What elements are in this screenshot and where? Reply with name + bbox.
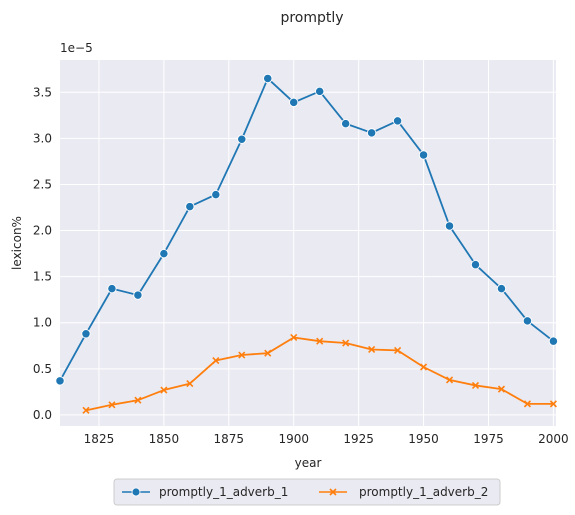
grid-lines	[60, 60, 556, 426]
data-point	[315, 86, 325, 96]
legend-label-series-2: promptly_1_adverb_2	[359, 485, 488, 499]
data-point	[496, 283, 507, 294]
data-point	[185, 201, 195, 212]
data-point	[548, 336, 559, 346]
x-tick-label: 1850	[149, 432, 180, 446]
data-point	[82, 406, 90, 414]
data-point	[471, 381, 480, 390]
y-tick-label: 1.0	[33, 316, 52, 330]
data-point	[290, 333, 298, 342]
y-tick-label: 0.0	[33, 408, 52, 422]
legend: promptly_1_adverb_1 promptly_1_adverb_2	[113, 478, 501, 506]
data-point	[341, 118, 351, 129]
legend-box	[113, 478, 501, 506]
data-point	[497, 385, 506, 393]
series-2	[82, 333, 557, 414]
x-tick-label: 2000	[538, 432, 569, 446]
data-point	[263, 73, 273, 84]
y-scale-label: 1e−5	[60, 41, 93, 55]
data-point	[445, 376, 454, 384]
x-axis-label: year	[295, 456, 322, 470]
data-point	[107, 283, 117, 294]
x-tick-label: 1950	[408, 432, 439, 446]
legend-marker-series-2	[329, 488, 337, 496]
legend-marker-series-1	[131, 487, 141, 497]
data-point	[81, 329, 91, 339]
y-tick-label: 3.0	[33, 131, 52, 145]
data-point	[368, 345, 376, 354]
tick-labels: 1825 1850 1875 1900 1925 1950 1975 2000 0.0 0.5 1.…	[33, 85, 569, 446]
data-point	[419, 363, 428, 371]
series-1-line	[59, 77, 554, 382]
data-point	[549, 400, 557, 408]
data-point	[160, 386, 168, 394]
data-point	[394, 346, 402, 354]
x-tick-label: 1825	[84, 432, 115, 446]
y-tick-label: 0.5	[33, 362, 52, 376]
x-tick-label: 1925	[343, 432, 374, 446]
data-point	[238, 351, 246, 359]
data-point	[264, 349, 272, 357]
legend-label-series-1: promptly_1_adverb_1	[159, 485, 288, 499]
data-point	[522, 316, 533, 326]
y-tick-label: 2.0	[33, 224, 52, 238]
x-tick-label: 1900	[278, 432, 309, 446]
data-point	[444, 221, 455, 231]
y-tick-label: 1.5	[33, 270, 52, 284]
x-tick-label: 1875	[214, 432, 245, 446]
y-axis-label: lexicon%	[10, 216, 24, 270]
data-point	[366, 128, 377, 138]
plot-area	[60, 60, 556, 426]
data-point	[212, 356, 220, 365]
data-point	[108, 401, 116, 409]
series-1	[55, 73, 559, 386]
data-point	[418, 150, 429, 160]
data-point	[133, 290, 143, 300]
data-point	[159, 248, 169, 259]
data-point	[134, 396, 142, 404]
data-point	[316, 337, 324, 345]
data-point	[211, 189, 221, 200]
y-tick-label: 3.5	[33, 85, 52, 99]
data-point	[392, 116, 403, 126]
data-point	[237, 134, 247, 144]
data-point	[470, 260, 481, 270]
series-layer	[55, 73, 559, 414]
chart-title: promptly	[280, 10, 343, 26]
data-point	[523, 400, 532, 408]
data-point	[55, 376, 65, 386]
x-tick-label: 1975	[473, 432, 504, 446]
y-tick-label: 2.5	[33, 177, 52, 191]
data-point	[342, 339, 350, 347]
data-point	[186, 380, 194, 388]
data-point	[289, 97, 299, 108]
